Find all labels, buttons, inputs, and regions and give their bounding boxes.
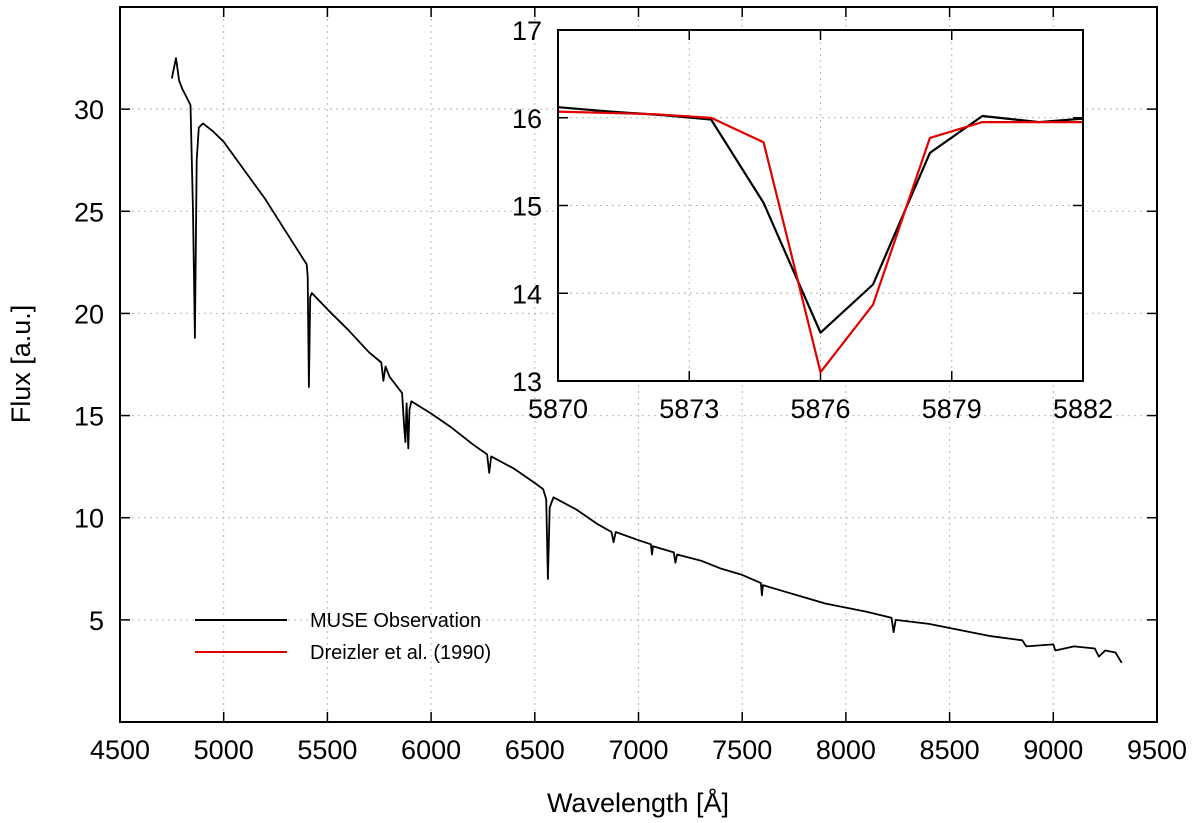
- x-tick-label: 5000: [194, 735, 254, 765]
- y-tick-label: 20: [74, 299, 104, 329]
- legend-label: Dreizler et al. (1990): [310, 642, 491, 664]
- x-tick-label: 5882: [1053, 394, 1113, 424]
- y-axis-label: Flux [a.u.]: [6, 305, 36, 424]
- y-tick-label: 30: [74, 95, 104, 125]
- legend-label: MUSE Observation: [310, 610, 481, 632]
- x-tick-label: 9000: [1023, 735, 1083, 765]
- x-tick-label: 8500: [920, 735, 980, 765]
- x-axis-label: Wavelength [Å]: [547, 787, 729, 818]
- y-tick-label: 10: [74, 504, 104, 534]
- x-tick-label: 4500: [90, 735, 150, 765]
- y-tick-label: 17: [512, 16, 542, 46]
- plot-frame: [119, 6, 1158, 723]
- x-tick-label: 7000: [608, 735, 668, 765]
- x-tick-label: 5873: [659, 394, 719, 424]
- x-tick-label: 7500: [712, 735, 772, 765]
- y-tick-label: 13: [512, 367, 542, 397]
- data-line: [170, 57, 1123, 664]
- x-tick-label: 5500: [297, 735, 357, 765]
- y-tick-label: 15: [512, 192, 542, 222]
- x-tick-label: 5870: [528, 394, 588, 424]
- x-tick-label: 6000: [401, 735, 461, 765]
- y-tick-label: 15: [74, 402, 104, 432]
- data-line: [557, 110, 1083, 374]
- x-tick-label: 9500: [1127, 735, 1187, 765]
- x-tick-label: 5879: [922, 394, 982, 424]
- y-tick-label: 14: [512, 279, 542, 309]
- x-tick-label: 8000: [816, 735, 876, 765]
- x-tick-label: 5876: [790, 394, 850, 424]
- y-tick-label: 25: [74, 197, 104, 227]
- y-tick-label: 5: [89, 606, 104, 636]
- plot-frame: [557, 29, 1084, 382]
- x-tick-label: 6500: [505, 735, 565, 765]
- y-tick-label: 16: [512, 104, 542, 134]
